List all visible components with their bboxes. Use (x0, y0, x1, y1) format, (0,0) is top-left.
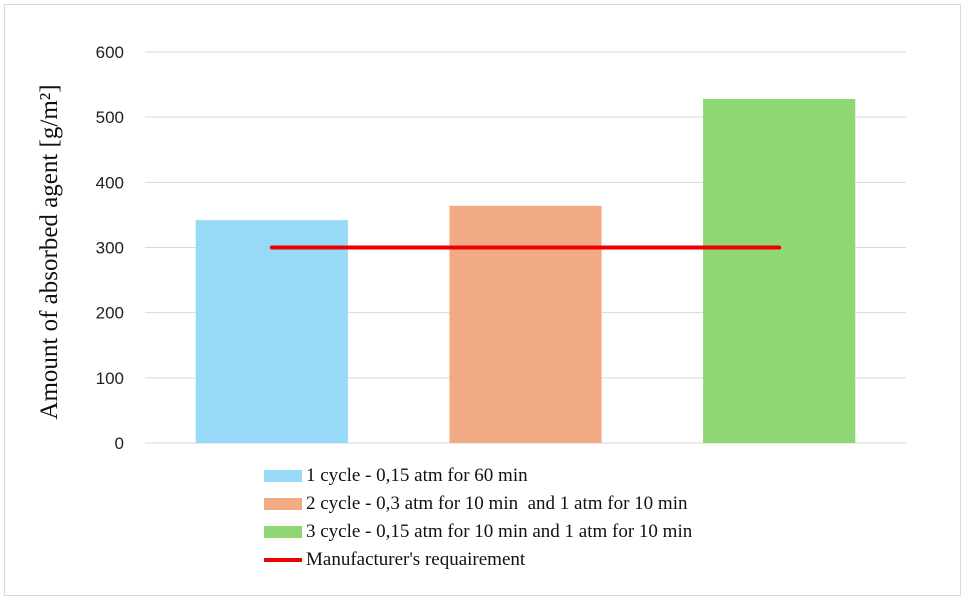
bar-3 (703, 98, 856, 444)
y-tick-label-600: 600 (96, 43, 124, 62)
legend-swatch-reference (264, 558, 302, 562)
bars (195, 98, 856, 444)
bar-1 (195, 220, 348, 443)
legend-item-2: 2 cycle - 0,3 atm for 10 min and 1 atm f… (264, 490, 692, 518)
y-tick-label-0: 0 (115, 434, 124, 453)
legend-swatch-2 (264, 498, 302, 510)
y-axis-label: Amount of absorbed agent [g/m²] (36, 84, 63, 419)
legend-label-reference: Manufacturer's requairement (306, 549, 526, 570)
y-tick-label-200: 200 (96, 304, 124, 323)
y-tick-label-100: 100 (96, 369, 124, 388)
legend-swatch-3 (264, 526, 302, 538)
legend-item-reference: Manufacturer's requairement (264, 546, 692, 574)
legend-label-2: 2 cycle - 0,3 atm for 10 min and 1 atm f… (306, 493, 688, 514)
legend-swatch-1 (264, 470, 302, 482)
legend-label-1: 1 cycle - 0,15 atm for 60 min (306, 465, 528, 486)
legend-item-1: 1 cycle - 0,15 atm for 60 min (264, 462, 692, 490)
y-tick-label-500: 500 (96, 108, 124, 127)
legend: 1 cycle - 0,15 atm for 60 min 2 cycle - … (264, 462, 692, 574)
y-axis-ticks: 0 100 200 300 400 500 600 (96, 43, 124, 453)
legend-item-3: 3 cycle - 0,15 atm for 10 min and 1 atm … (264, 518, 692, 546)
y-tick-label-400: 400 (96, 173, 124, 192)
bar-2 (449, 205, 602, 443)
y-tick-label-300: 300 (96, 239, 124, 258)
legend-label-3: 3 cycle - 0,15 atm for 10 min and 1 atm … (306, 521, 693, 542)
